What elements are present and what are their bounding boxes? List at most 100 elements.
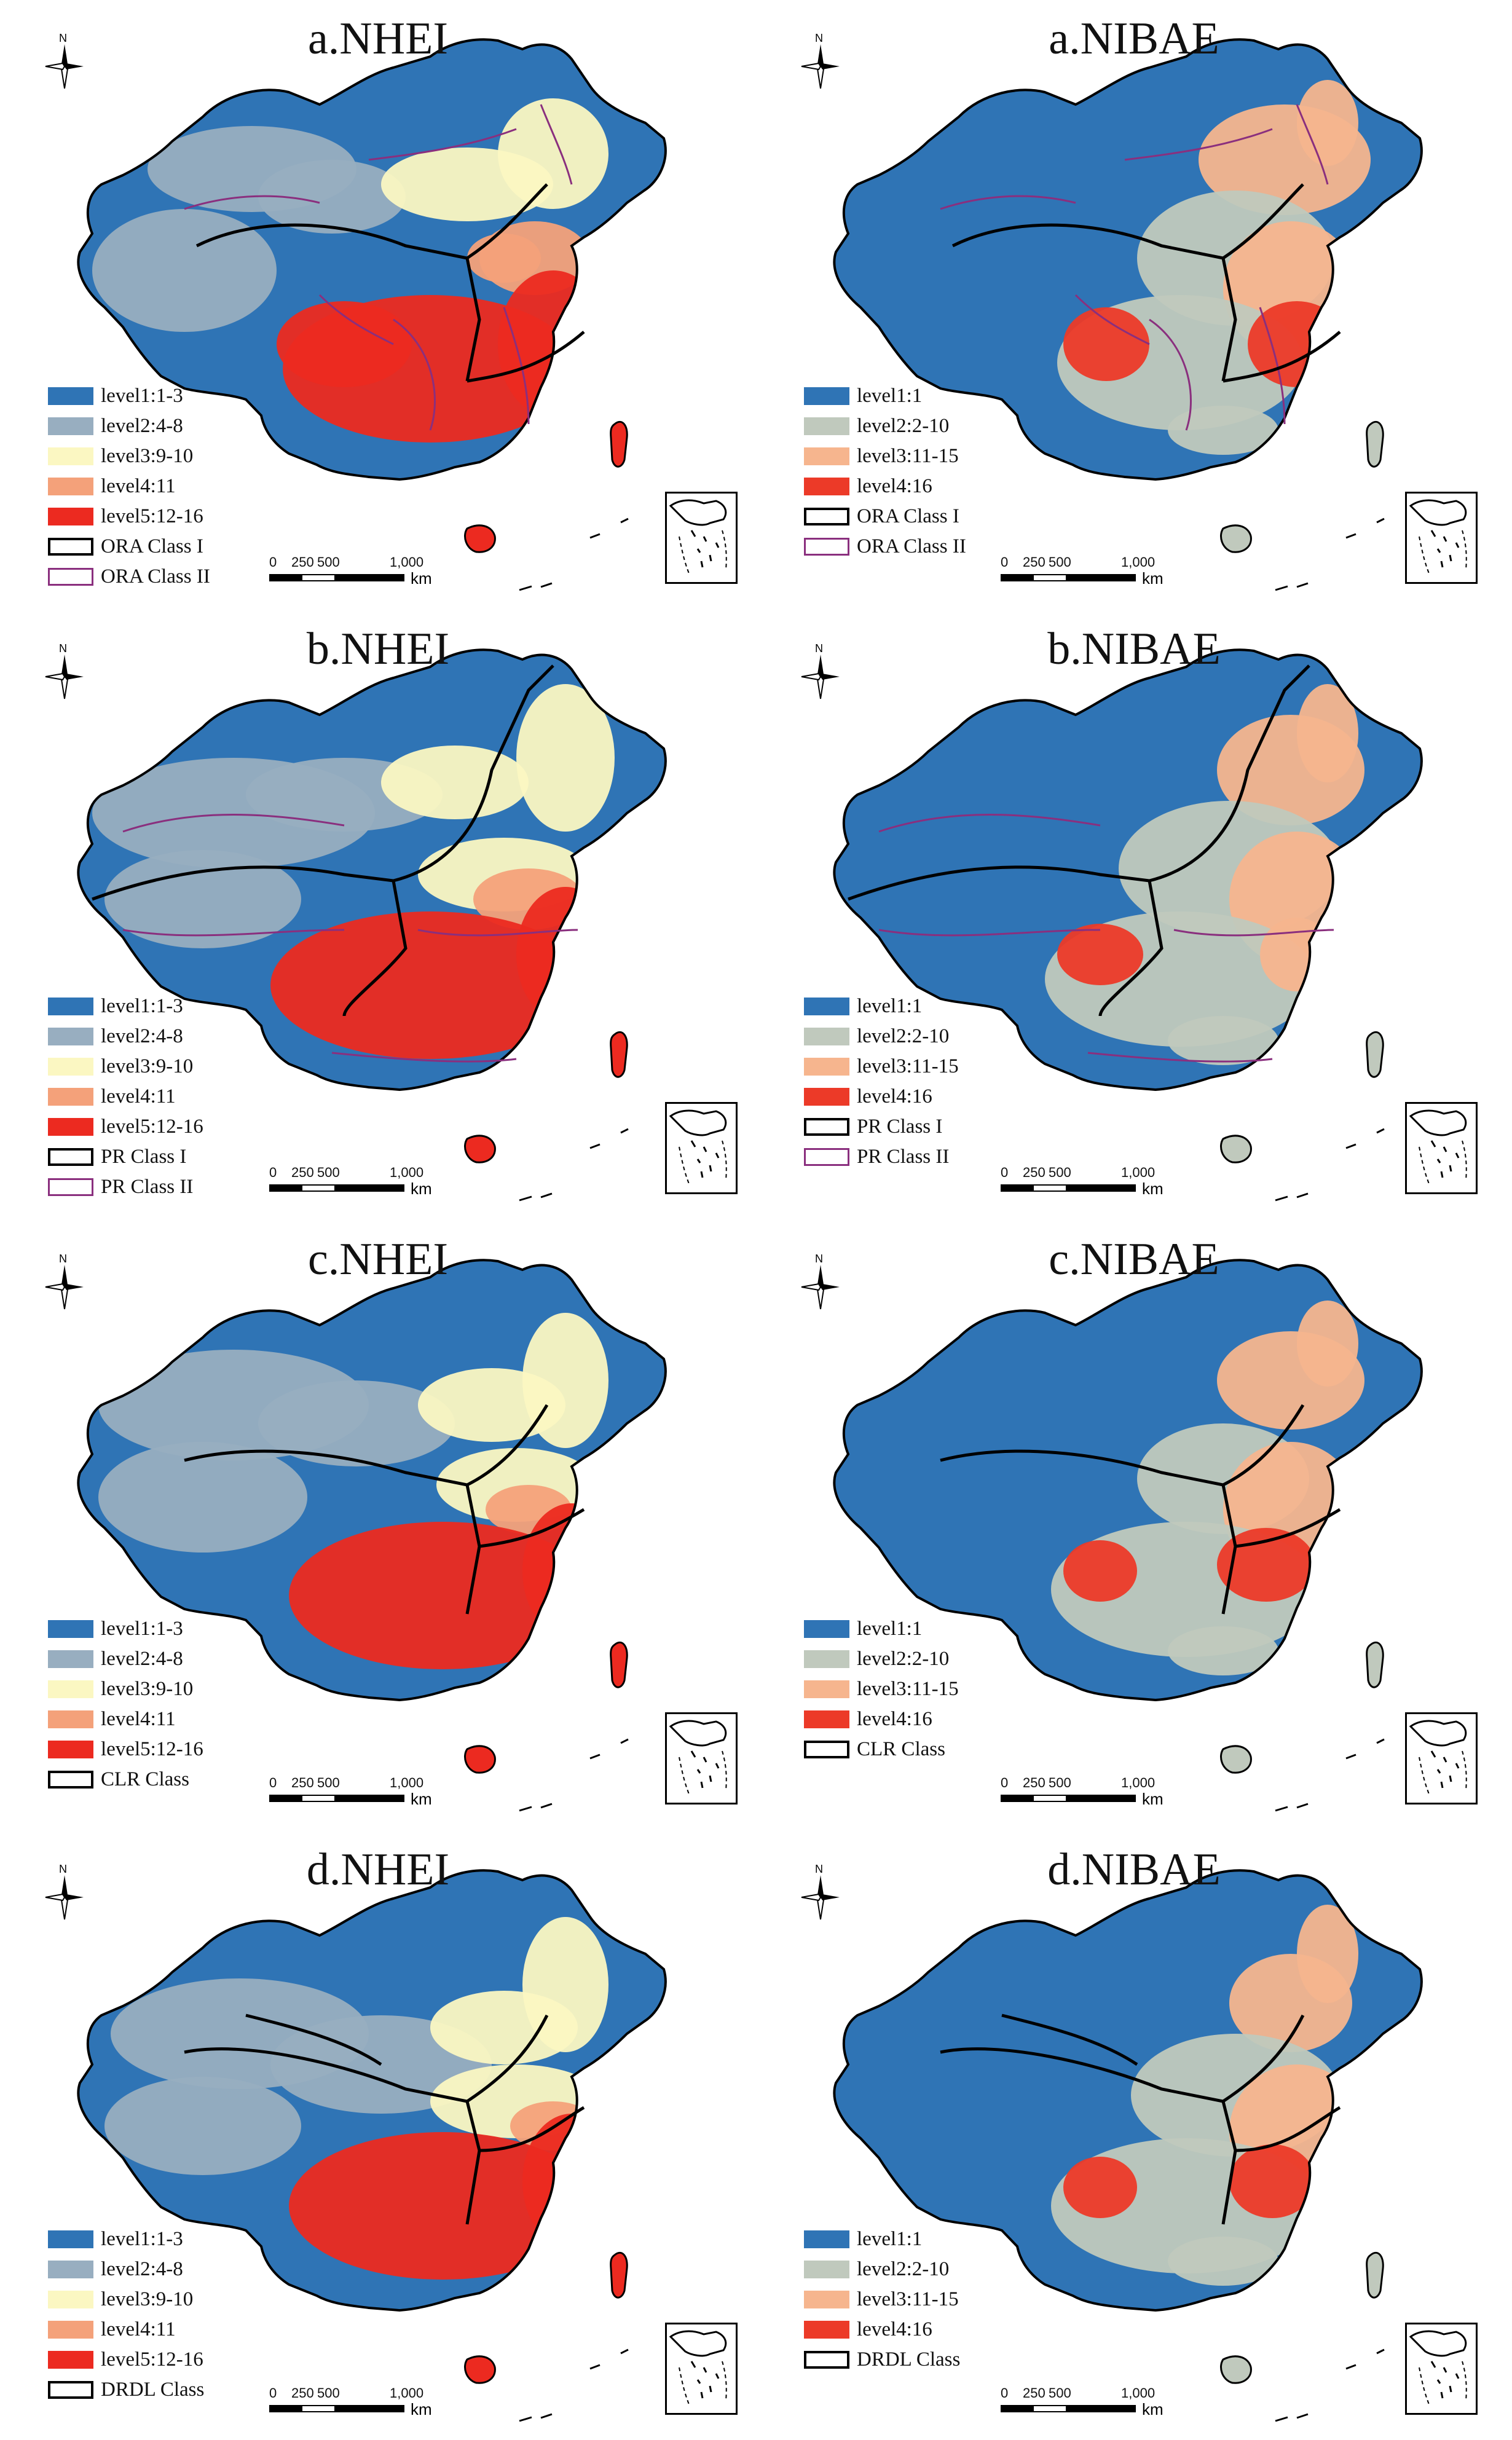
scale-tick-label: 500 <box>317 2385 340 2401</box>
china-map <box>833 1869 1423 2422</box>
hainan-island <box>1220 524 1252 553</box>
scale-bar-icon <box>1001 2405 1136 2412</box>
hazard-zone <box>522 1917 608 2052</box>
north-label: N <box>59 642 67 655</box>
scale-bar-icon <box>269 2405 404 2412</box>
legend-item: level1:1 <box>804 991 959 1021</box>
legend-item: level5:12-16 <box>48 2345 204 2375</box>
class-ii-boundary <box>1087 1052 1273 1063</box>
hainan-island <box>464 1135 496 1163</box>
class-i-boundary <box>1222 2014 1305 2103</box>
island-marker <box>519 1195 532 1202</box>
legend-item: level2:4-8 <box>48 411 210 441</box>
legend-item: level2:4-8 <box>48 1644 203 1674</box>
legend-label: level5:12-16 <box>101 505 203 527</box>
south-china-sea-inset <box>665 1102 738 1194</box>
class-i-boundary <box>466 1404 549 1487</box>
legend-swatch <box>804 1710 849 1728</box>
taiwan-island <box>1366 1031 1384 1078</box>
hazard-zone <box>522 1313 608 1448</box>
class-ii-boundary <box>417 929 578 937</box>
class-i-boundary <box>1001 2013 1138 2066</box>
map-legend: level1:1 level2:2-10 level3:11-15 level4:16… <box>804 381 966 562</box>
island-marker <box>589 2364 600 2370</box>
hazard-zone <box>1297 1905 1358 2003</box>
class-i-boundary <box>940 2047 1237 2225</box>
legend-item: DRDL Class <box>48 2375 204 2405</box>
legend-swatch <box>48 2381 93 2399</box>
legend-label: level2:2-10 <box>857 1025 950 1047</box>
legend-swatch <box>48 387 93 405</box>
legend-label: DRDL Class <box>857 2348 961 2371</box>
hainan-island <box>1220 2355 1252 2384</box>
south-china-sea-inset <box>1405 2323 1478 2415</box>
hainan-island <box>464 1745 496 1774</box>
legend-swatch <box>48 1680 93 1698</box>
legend-swatch <box>804 2261 849 2278</box>
hazard-zone <box>1057 924 1143 985</box>
legend-item: level1:1 <box>804 1614 959 1644</box>
legend-swatch <box>48 2261 93 2278</box>
scale-tick-label: 1,000 <box>1121 1775 1156 1790</box>
north-label: N <box>815 1253 823 1265</box>
map-legend: level1:1-3 level2:4-8 level3:9-10 level4:11… <box>48 991 203 1202</box>
panel-title: a.NIBAE <box>1049 14 1219 64</box>
legend-label: ORA Class I <box>101 535 203 557</box>
taiwan-island <box>1366 1641 1384 1688</box>
island-marker <box>1345 2364 1356 2370</box>
national-boundary <box>77 1869 667 2312</box>
legend-swatch <box>804 1620 849 1638</box>
scale-segment <box>302 1796 334 1801</box>
scale-bar: 0 250 500 1,000 km <box>269 2385 454 2422</box>
island-marker <box>1345 1143 1356 1149</box>
map-legend: level1:1-3 level2:4-8 level3:9-10 level4:11… <box>48 381 210 592</box>
south-china-sea-inset-icon <box>1409 499 1467 574</box>
panel-title: d.NIBAE <box>1047 1844 1221 1895</box>
legend-swatch <box>804 1650 849 1668</box>
scale-tick-label: 0 <box>269 2385 277 2401</box>
class-i-boundary <box>1223 331 1341 383</box>
legend-item: level2:2-10 <box>804 411 966 441</box>
taiwan-island <box>1366 2251 1384 2299</box>
island-marker <box>620 1128 629 1134</box>
taiwan-island <box>1366 420 1384 468</box>
scale-unit: km <box>1142 1179 1164 1198</box>
island-marker <box>1275 1195 1288 1202</box>
map-legend: level1:1 level2:2-10 level3:11-15 level4:16… <box>804 1614 959 1765</box>
legend-label: level1:1-3 <box>101 385 183 407</box>
map-legend: level1:1 level2:2-10 level3:11-15 level4:16… <box>804 991 959 1172</box>
legend-swatch <box>804 2351 849 2369</box>
south-china-sea-inset-icon <box>669 1720 727 1795</box>
china-map <box>833 648 1423 1202</box>
scale-tick-label: 1,000 <box>390 554 424 570</box>
hainan-island <box>464 524 496 553</box>
island-marker <box>589 533 600 539</box>
legend-swatch <box>48 1650 93 1668</box>
legend-item: level1:1-3 <box>48 1614 203 1644</box>
legend-swatch <box>804 1148 849 1166</box>
class-i-boundary <box>467 331 585 383</box>
scale-tick-label: 500 <box>1049 1775 1071 1790</box>
legend-item: level3:9-10 <box>48 1674 203 1704</box>
scale-bar-icon <box>1001 574 1136 581</box>
legend-swatch <box>48 2321 93 2339</box>
hazard-zone <box>498 98 608 209</box>
legend-swatch <box>804 1118 849 1136</box>
class-i-boundary <box>245 2013 382 2066</box>
scale-bar: 0 250 500 1,000 km <box>1001 2385 1185 2422</box>
compass-north-arrow-icon <box>801 1875 840 1920</box>
island-marker <box>1296 1803 1309 1809</box>
legend-item: level3:11-15 <box>804 1674 959 1704</box>
class-ii-boundary <box>540 104 573 185</box>
legend-swatch <box>48 1741 93 1758</box>
legend-item: level1:1-3 <box>48 381 210 411</box>
hazard-zone <box>1168 406 1278 455</box>
legend-label: level1:1 <box>857 2228 923 2250</box>
class-i-boundary <box>1235 2106 1341 2152</box>
class-i-boundary <box>479 2106 585 2152</box>
map-legend: level1:1-3 level2:4-8 level3:9-10 level4:11… <box>48 2224 204 2405</box>
island-marker <box>1275 585 1288 591</box>
south-china-sea-inset <box>665 1712 738 1804</box>
